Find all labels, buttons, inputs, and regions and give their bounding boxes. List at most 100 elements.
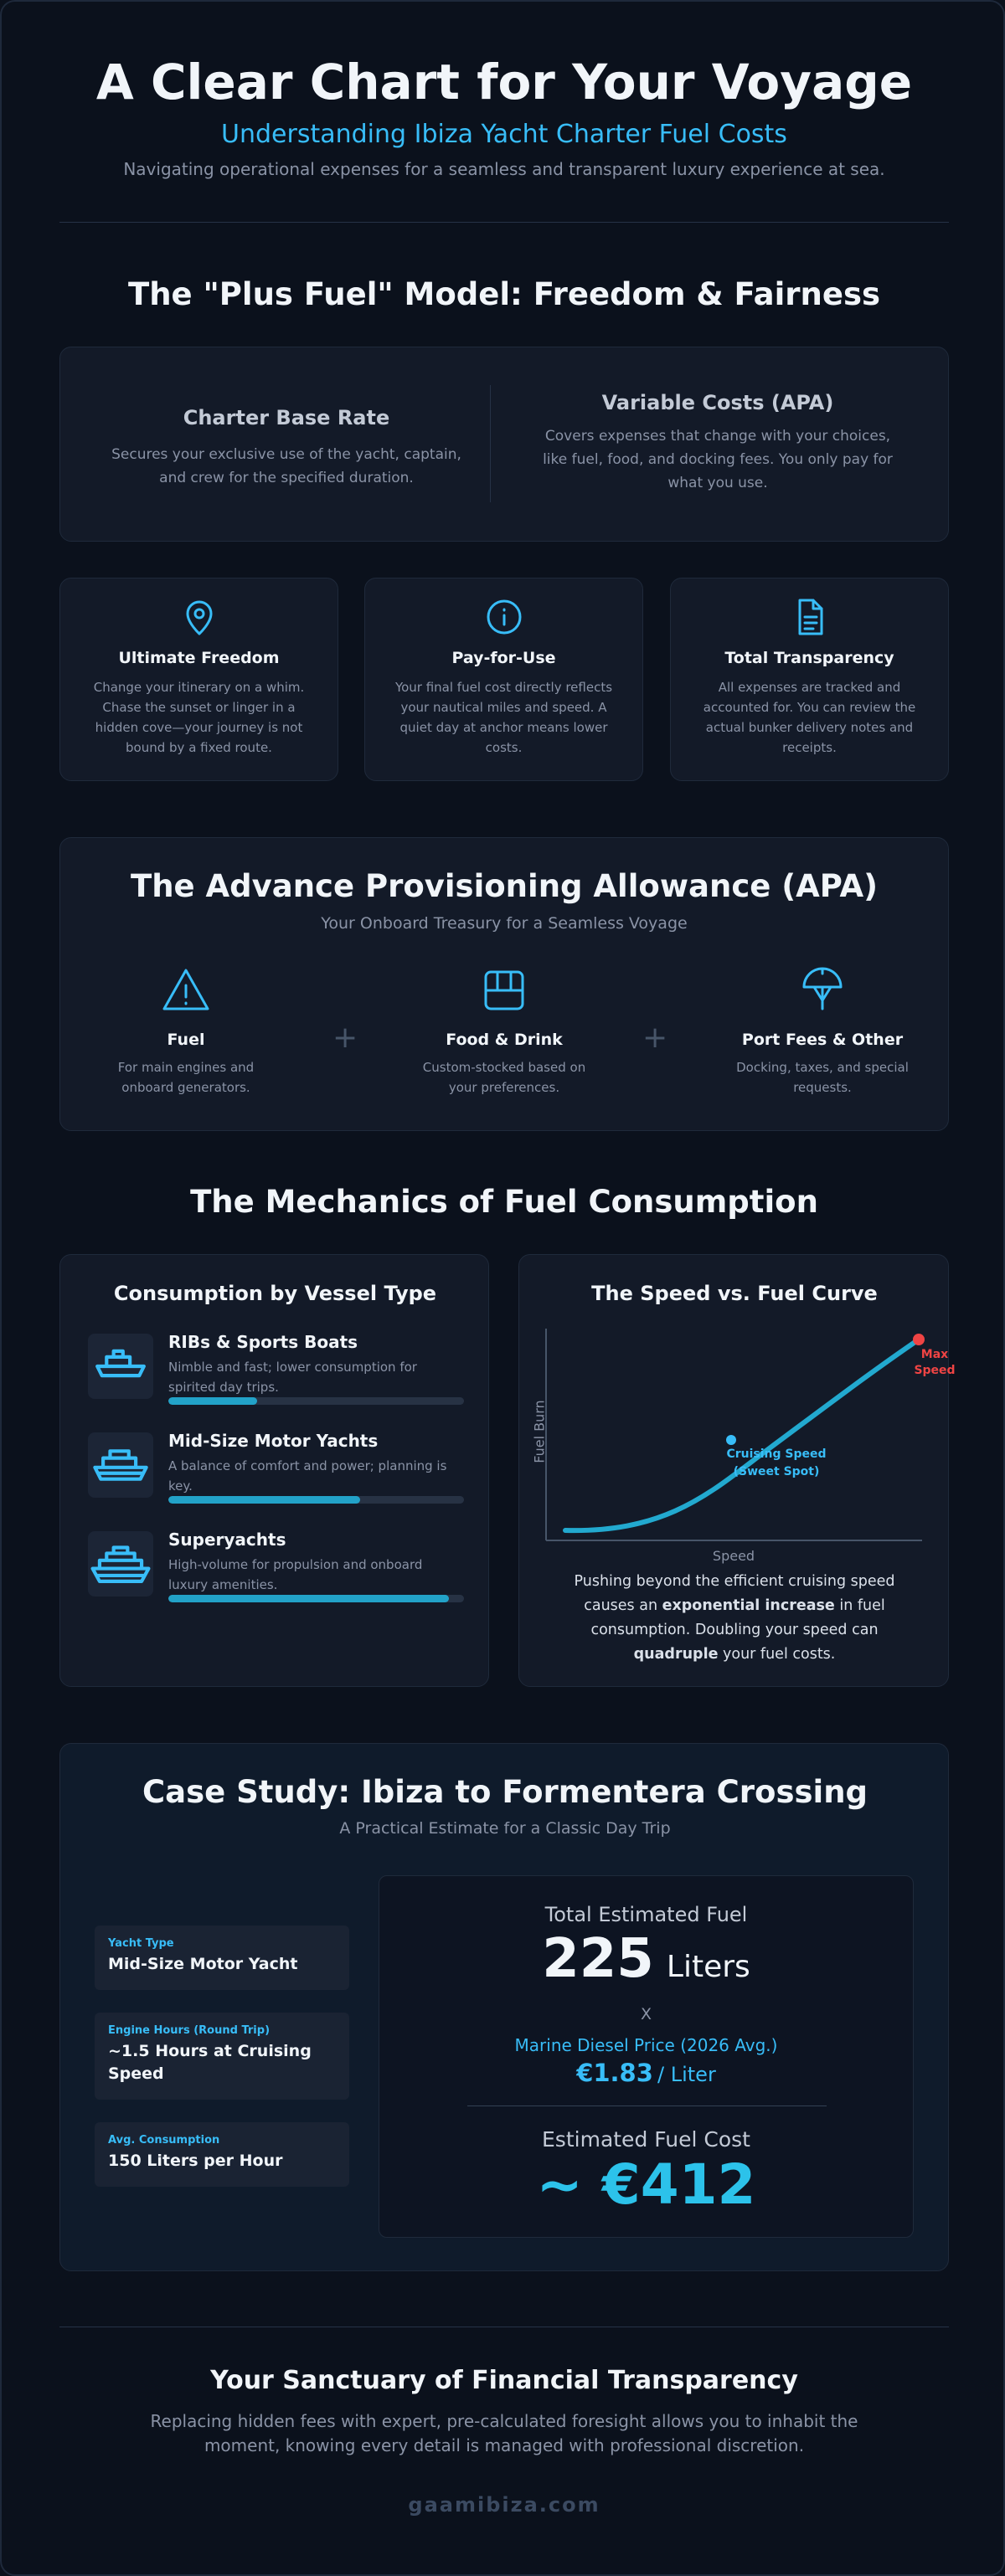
- total-label: Total Estimated Fuel: [544, 1903, 748, 1926]
- plus: +: [642, 1021, 668, 1055]
- estimate-box: Total Estimated Fuel 225 Liters X Marine…: [379, 1875, 914, 2238]
- fact-label: Yacht Type: [108, 1937, 174, 1950]
- total-value: 225: [542, 1928, 654, 1990]
- vessel-text: High-volume for propulsion and onboard l…: [168, 1557, 423, 1592]
- max-label: Max Speed: [914, 1348, 956, 1377]
- fuel-curve: [563, 1337, 921, 1534]
- cost-label: Estimated Fuel Cost: [542, 2127, 750, 2152]
- emphasis: quadruple: [633, 1646, 719, 1663]
- fact-value: 150 Liters per Hour: [108, 2152, 283, 2170]
- case-title: Case Study: Ibiza to Formentera Crossing: [142, 1774, 868, 1810]
- site-link[interactable]: gaamibiza.com: [408, 2493, 600, 2517]
- section-title: The "Plus Fuel" Model: Freedom & Fairnes…: [127, 276, 881, 312]
- apa-item-title: Food & Drink: [446, 1031, 563, 1049]
- vessel-card: Consumption by Vessel Type RIBs & Sports…: [59, 1254, 489, 1687]
- feature-card: Ultimate Freedom Change your itinerary o…: [59, 578, 338, 781]
- y-axis-label: Fuel Burn: [531, 1400, 548, 1463]
- apa-item-text: Docking, taxes, and special requests.: [736, 1060, 909, 1095]
- icon-pin: [186, 600, 212, 635]
- total-unit: Liters: [666, 1950, 750, 1984]
- emphasis: exponential increase: [662, 1597, 835, 1614]
- price-label: Marine Diesel Price (2026 Avg.): [514, 2035, 778, 2055]
- variable-title: Variable Costs (APA): [601, 391, 834, 414]
- bar: [168, 1397, 257, 1405]
- title: A Clear Chart for Your Voyage: [95, 54, 913, 111]
- icon-info: [487, 599, 521, 635]
- curve-text: Pushing beyond the efficient cruising sp…: [553, 1570, 916, 1667]
- fact-box: Engine Hours (Round Trip) ~1.5 Hours at C…: [95, 2013, 349, 2100]
- feature-title: Total Transparency: [724, 649, 894, 667]
- feature-text: All expenses are tracked and accounted f…: [703, 680, 916, 755]
- vessel-name: Superyachts: [168, 1530, 286, 1550]
- fact-box: Yacht Type Mid-Size Motor Yacht: [95, 1926, 349, 1990]
- price-value: €1.83: [576, 2059, 653, 2087]
- vessel-icon: [88, 1531, 153, 1597]
- feature-text: Change your itinerary on a whim. Chase t…: [93, 680, 305, 755]
- icon-warning: [162, 969, 209, 1010]
- vessel-icon: [88, 1432, 153, 1498]
- times: X: [640, 2005, 652, 2023]
- apa-item-title: Fuel: [167, 1031, 205, 1049]
- ship-icon: [90, 1545, 151, 1583]
- bar-track: [168, 1496, 464, 1504]
- text: in fuel consumption. Doubling your speed…: [590, 1597, 885, 1638]
- model-card: Charter Base Rate Secures your exclusive…: [59, 347, 949, 542]
- base-title: Charter Base Rate: [183, 406, 390, 429]
- fact-value: Mid-Size Motor Yacht: [108, 1955, 298, 1973]
- apa-subtitle: Your Onboard Treasury for a Seamless Voy…: [321, 914, 688, 933]
- bar-track: [168, 1397, 464, 1405]
- apa-item: Fuel For main engines and onboard genera…: [77, 964, 295, 1098]
- bar: [168, 1595, 450, 1602]
- footer-title: Your Sanctuary of Financial Transparency: [210, 2366, 798, 2395]
- vessel-name: RIBs & Sports Boats: [168, 1332, 358, 1352]
- cruise-label: Cruising Speed (Sweet Spot): [709, 1446, 843, 1481]
- base-text: Secures your exclusive use of the yacht,…: [111, 446, 461, 486]
- ship-icon: [95, 1349, 146, 1378]
- apa-item-text: Custom-stocked based on your preferences…: [422, 1060, 586, 1095]
- fact-value: ~1.5 Hours at Cruising Speed: [108, 2042, 312, 2083]
- max-point: [913, 1334, 925, 1345]
- description: Navigating operational expenses for a se…: [123, 159, 885, 179]
- vessel-text: Nimble and fast; lower consumption for s…: [168, 1360, 417, 1395]
- fact-label: Avg. Consumption: [108, 2134, 220, 2147]
- curve-card: The Speed vs. Fuel Curve Fuel Burn Speed…: [518, 1254, 956, 1687]
- cost: ~ €412: [536, 2152, 756, 2217]
- curve-chart: [545, 1329, 925, 1541]
- fact-label: Engine Hours (Round Trip): [108, 2024, 271, 2037]
- variable-text: Covers expenses that change with your ch…: [543, 428, 893, 491]
- price: €1.83 / Liter: [379, 2059, 913, 2087]
- card-title: The Speed vs. Fuel Curve: [591, 1282, 878, 1305]
- section-title: The Mechanics of Fuel Consumption: [190, 1184, 818, 1220]
- variable-costs: Variable Costs (APA) Covers expenses tha…: [538, 391, 898, 495]
- apa-item-title: Port Fees & Other: [741, 1031, 904, 1049]
- feature-card: Pay-for-Use Your final fuel cost directl…: [364, 578, 643, 781]
- cruise-point: [726, 1435, 736, 1445]
- cruise-label-text: Cruising Speed: [726, 1447, 827, 1461]
- icon-food: [484, 970, 524, 1010]
- feature-title: Ultimate Freedom: [118, 649, 280, 667]
- feature-text: Your final fuel cost directly reflects y…: [394, 680, 613, 755]
- x-axis-label: Speed: [712, 1548, 755, 1564]
- icon-document: [798, 599, 822, 635]
- vessel-name: Mid-Size Motor Yachts: [168, 1431, 379, 1451]
- case-subtitle: A Practical Estimate for a Classic Day T…: [339, 1819, 671, 1838]
- footer-text: Replacing hidden fees with expert, pre-c…: [150, 2411, 858, 2455]
- subtitle: Understanding Ibiza Yacht Charter Fuel C…: [221, 120, 787, 149]
- apa-item: Port Fees & Other Docking, taxes, and sp…: [709, 964, 935, 1098]
- apa-title: The Advance Provisioning Allowance (APA): [130, 868, 879, 904]
- plus: +: [332, 1021, 358, 1055]
- base-rate: Charter Base Rate Secures your exclusive…: [102, 406, 471, 490]
- price-unit: / Liter: [657, 2063, 716, 2086]
- bar: [168, 1496, 361, 1504]
- ship-icon: [93, 1449, 148, 1481]
- total: 225 Liters: [379, 1928, 913, 1990]
- feature-title: Pay-for-Use: [451, 649, 556, 667]
- feature-card: Total Transparency All expenses are trac…: [670, 578, 949, 781]
- fact-box: Avg. Consumption 150 Liters per Hour: [95, 2122, 349, 2187]
- text: your fuel costs.: [718, 1646, 836, 1663]
- cruise-note: (Sweet Spot): [733, 1465, 820, 1478]
- icon-anchor: [802, 967, 843, 1010]
- text: Pushing beyond the efficient cruising sp…: [574, 1573, 895, 1614]
- bar-track: [168, 1595, 464, 1602]
